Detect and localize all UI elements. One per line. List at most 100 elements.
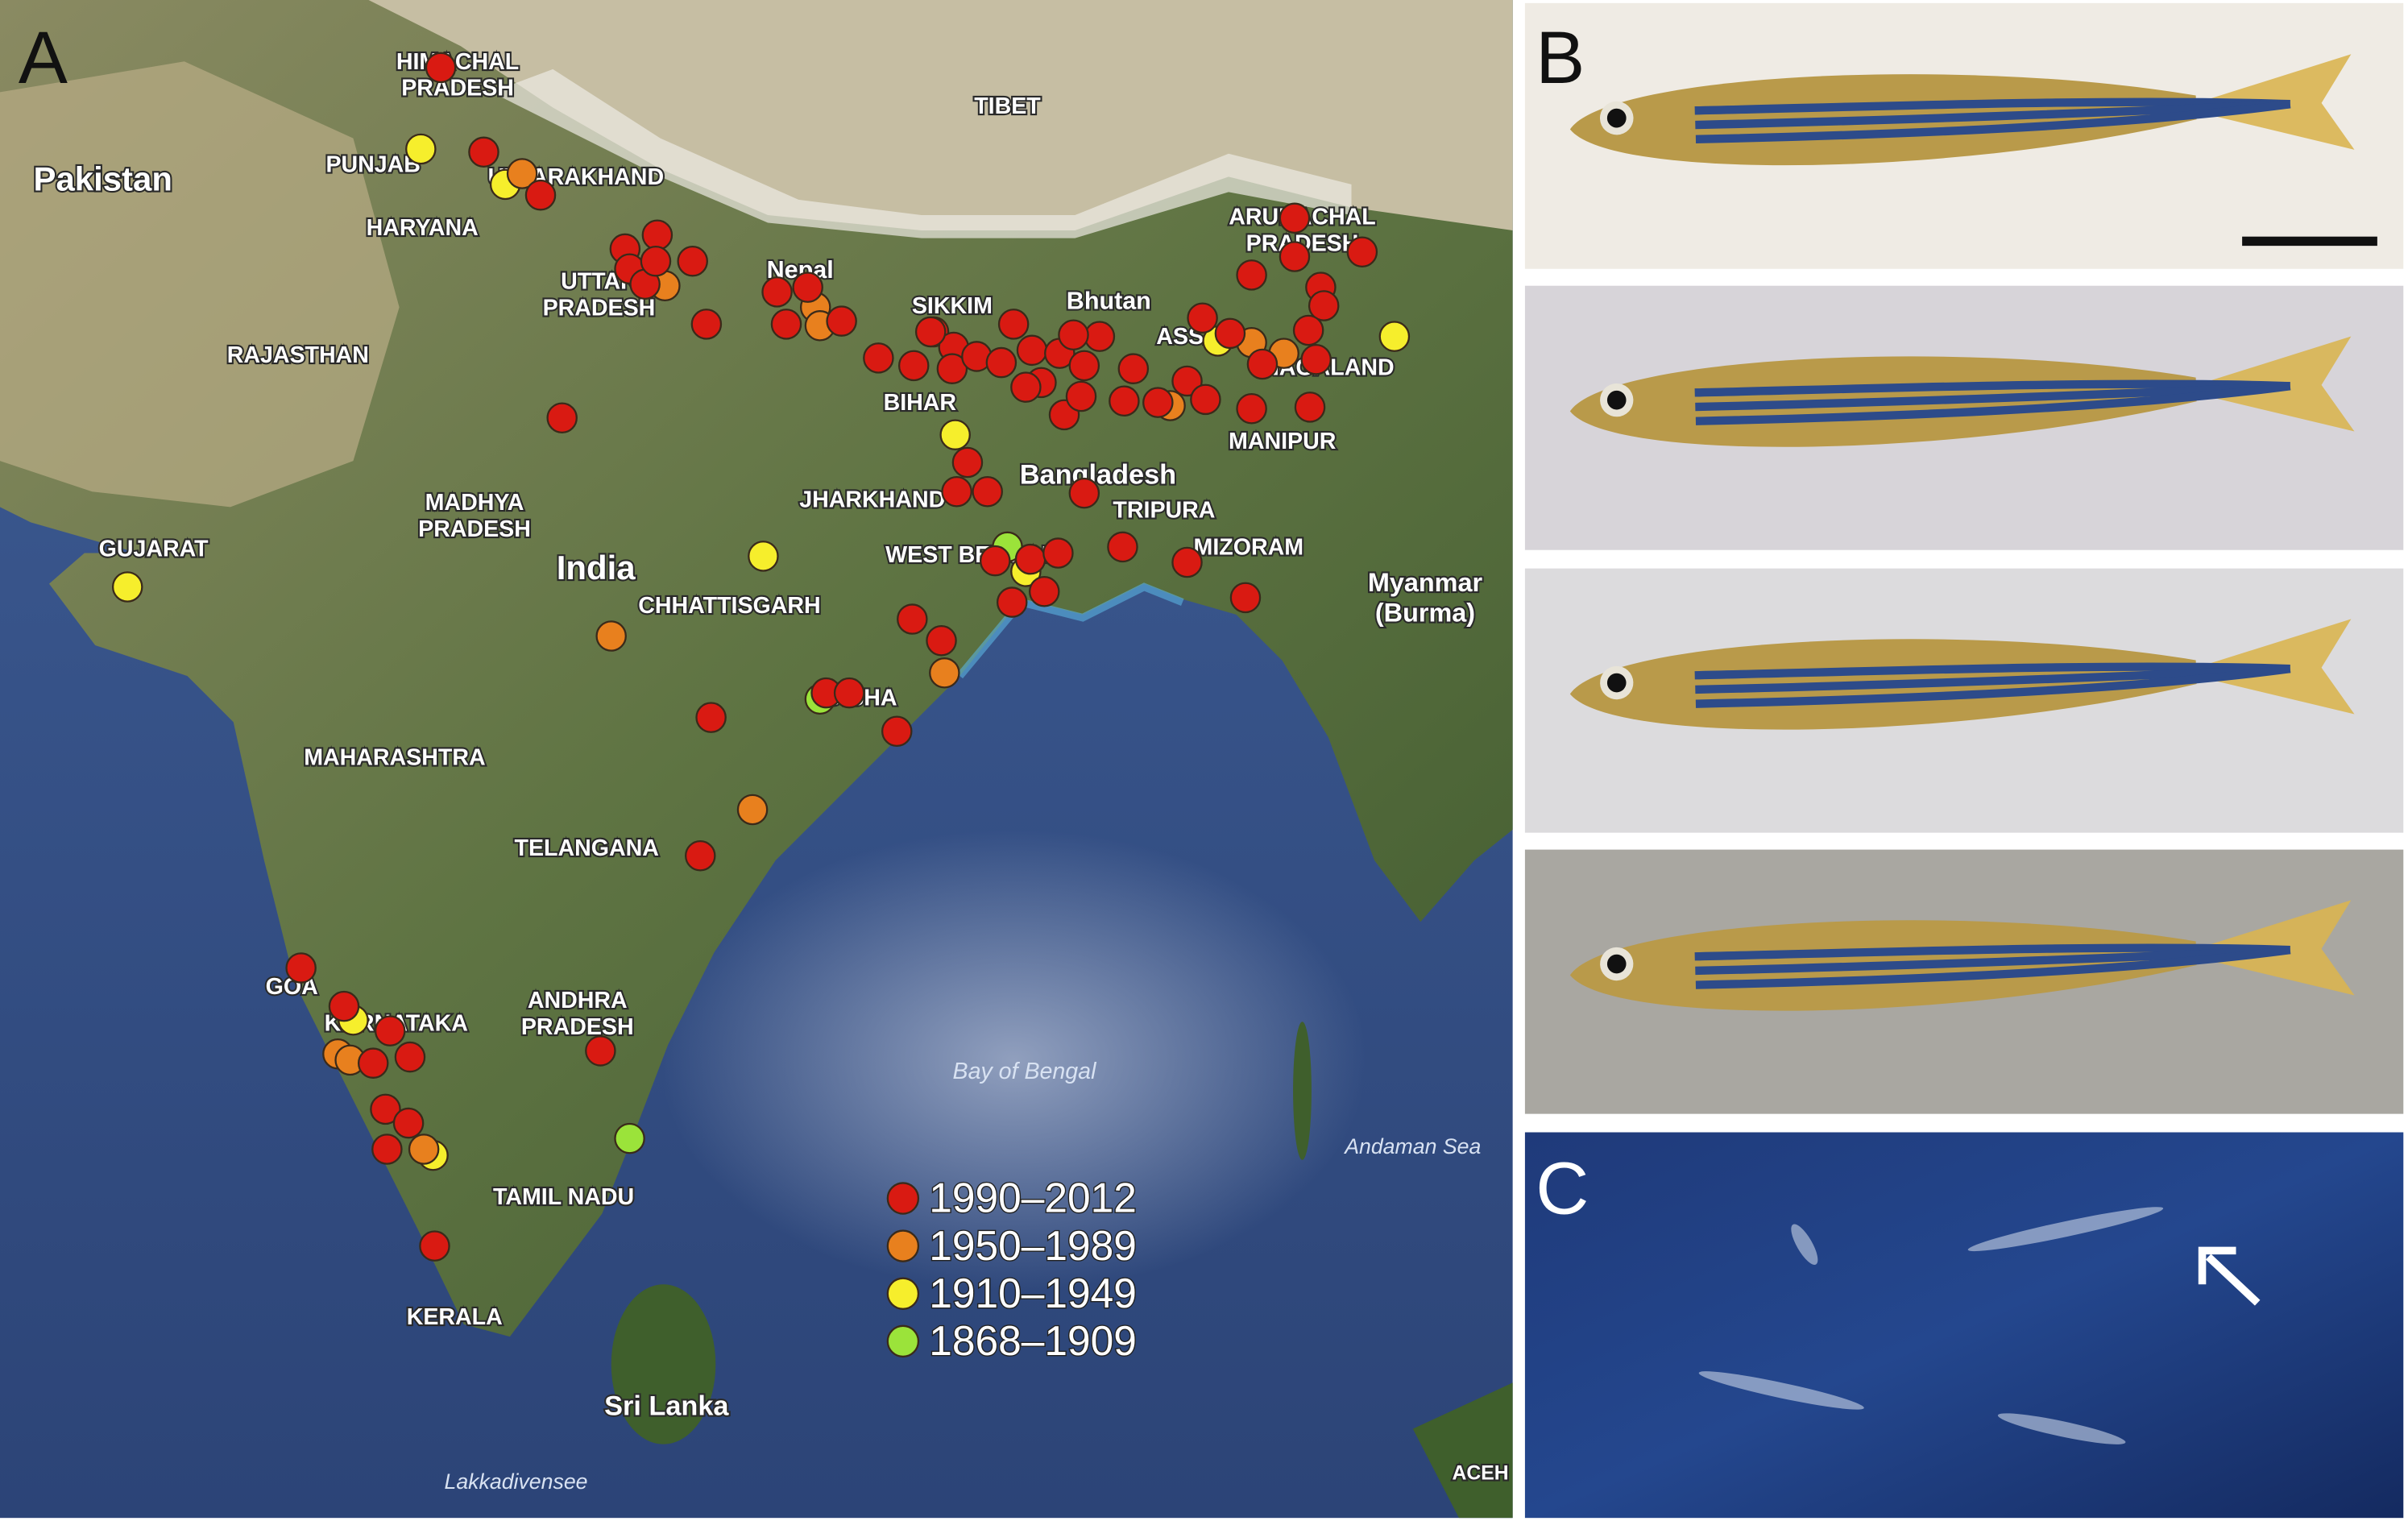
fish-stripe <box>1695 665 2291 708</box>
place-label: PUNJAB <box>325 152 420 178</box>
fish-stripe <box>1695 946 2291 989</box>
panel-label: C <box>1536 1148 1589 1230</box>
snow <box>491 68 1352 238</box>
record-dot <box>506 158 538 189</box>
place-label: HARYANA <box>367 215 479 241</box>
record-dot <box>524 179 557 211</box>
place-label: TAMIL NADU <box>493 1184 634 1210</box>
desert <box>0 61 400 508</box>
record-dot <box>926 624 957 657</box>
record-dot <box>833 677 865 709</box>
record-dot <box>1068 350 1100 382</box>
record-dot <box>863 342 894 374</box>
larva <box>1997 1413 2126 1444</box>
larva <box>1967 1207 2164 1252</box>
place-label: MIZORAM <box>1194 534 1303 560</box>
legend-swatch <box>886 1277 920 1310</box>
record-dot <box>792 271 823 303</box>
place-label: Pakistan <box>33 160 172 197</box>
place-label: ACEH <box>1453 1463 1509 1485</box>
record-dot <box>374 1015 406 1046</box>
sri-lanka <box>611 1284 716 1444</box>
record-dot <box>1294 392 1326 423</box>
record-dot <box>614 1122 645 1154</box>
legend-swatch <box>886 1182 920 1215</box>
record-dot <box>1068 477 1100 509</box>
panel-label: A <box>19 17 68 99</box>
fish-stripe <box>1694 97 2290 115</box>
place-label: PRADESH <box>543 295 656 321</box>
record-dot <box>1308 290 1340 321</box>
larva <box>1698 1371 1864 1410</box>
place-label: MADHYA <box>425 490 524 516</box>
record-dot <box>996 586 1028 618</box>
arrow <box>2198 1246 2261 1306</box>
record-dot <box>748 541 779 572</box>
record-dot <box>929 657 960 689</box>
place-label: PRADESH <box>401 76 514 102</box>
fish-pupil <box>1606 954 1627 974</box>
record-dot <box>1042 537 1074 569</box>
place-label: MAHARASHTRA <box>304 745 485 771</box>
record-dot <box>761 276 793 308</box>
fish-stripe <box>1695 100 2290 130</box>
record-dot <box>419 1230 450 1262</box>
place-label: TRIPURA <box>1113 498 1215 524</box>
record-dot <box>677 245 708 277</box>
fish-stripe <box>1695 382 2290 412</box>
record-dot <box>1300 343 1332 375</box>
record-dot <box>1236 393 1267 425</box>
record-dot <box>1014 543 1047 575</box>
record-dot <box>1346 236 1378 268</box>
record-dot <box>1279 241 1311 272</box>
place-label: SIKKIM <box>912 293 993 319</box>
record-dot <box>546 402 578 433</box>
record-dot <box>897 603 928 635</box>
record-dot <box>1109 385 1140 417</box>
place-label: (Burma) <box>1375 598 1475 627</box>
record-dot <box>585 1035 616 1067</box>
fish-stripe <box>1695 664 2290 694</box>
place-label: HIMACHAL <box>396 49 519 75</box>
legend-label: 1950–1989 <box>929 1222 1137 1269</box>
place-label: MANIPUR <box>1229 429 1337 454</box>
legend-swatch <box>886 1229 920 1262</box>
sumatra <box>1412 1382 1513 1519</box>
record-dot <box>357 1047 389 1079</box>
arrow-shaft <box>2205 1254 2261 1306</box>
fish-stripe <box>1694 662 2290 680</box>
place-label: Bangladesh <box>1020 460 1176 491</box>
record-dot <box>1117 353 1150 384</box>
record-dot <box>1279 202 1311 234</box>
photo <box>1524 1132 2404 1519</box>
record-dot <box>826 305 857 337</box>
record-dot <box>1028 575 1060 607</box>
record-dot <box>394 1041 426 1073</box>
record-dot <box>425 52 457 84</box>
record-dot <box>881 715 913 748</box>
fish <box>1569 900 2355 1011</box>
fish-pupil <box>1606 108 1627 128</box>
record-dot <box>408 1133 440 1165</box>
record-dot <box>285 952 317 984</box>
record-dot <box>371 1133 403 1165</box>
legend-label: 1910–1949 <box>929 1270 1137 1316</box>
record-dot <box>1010 371 1042 403</box>
record-dot <box>1016 334 1048 367</box>
record-dot <box>370 1093 401 1125</box>
record-dot <box>972 476 1003 508</box>
place-label: TIBET <box>974 93 1041 119</box>
record-dot <box>1292 314 1324 346</box>
fish-stripe <box>1694 379 2290 397</box>
record-dot <box>1190 383 1221 416</box>
fish <box>1569 336 2355 447</box>
fish-pupil <box>1606 673 1627 693</box>
place-label: TELANGANA <box>515 835 659 861</box>
place-label: India <box>557 549 636 586</box>
record-dot <box>979 545 1011 577</box>
